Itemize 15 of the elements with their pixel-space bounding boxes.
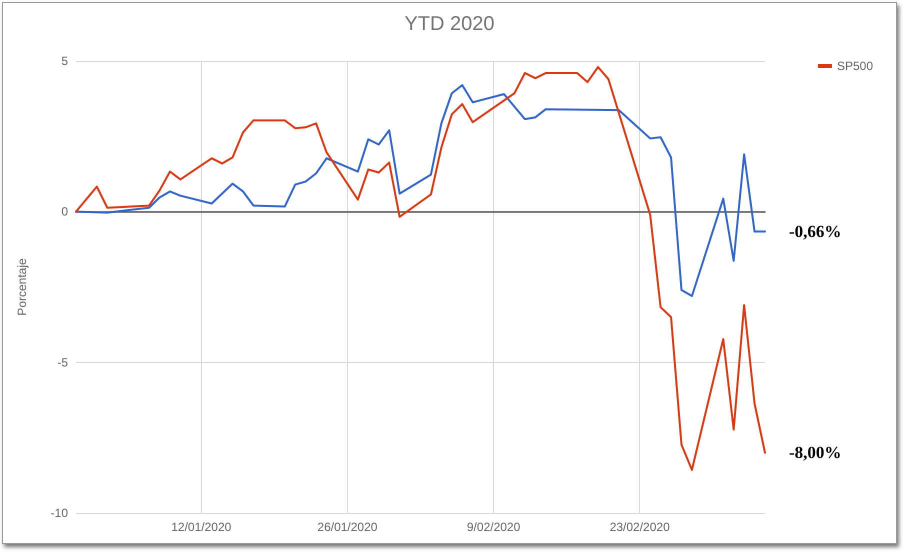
x-tick-label: 9/02/2020 — [466, 520, 521, 534]
annotation: -8,00% — [789, 443, 842, 462]
y-tick-label: 5 — [61, 54, 68, 68]
chart-title: YTD 2020 — [404, 13, 495, 35]
line-series — [75, 84, 766, 298]
y-axis-title: Porcentaje — [15, 258, 29, 316]
x-tick-label: 26/01/2020 — [317, 520, 378, 534]
y-tick-label: -10 — [50, 506, 68, 520]
x-tick-label: 12/01/2020 — [171, 520, 232, 534]
x-tick-label: 23/02/2020 — [610, 520, 670, 534]
y-tick-label: 0 — [61, 204, 68, 219]
line-series — [75, 66, 766, 471]
legend-label: SP500 — [836, 59, 874, 73]
y-tick-label: -5 — [57, 355, 68, 370]
annotation: -0,66% — [789, 222, 842, 242]
